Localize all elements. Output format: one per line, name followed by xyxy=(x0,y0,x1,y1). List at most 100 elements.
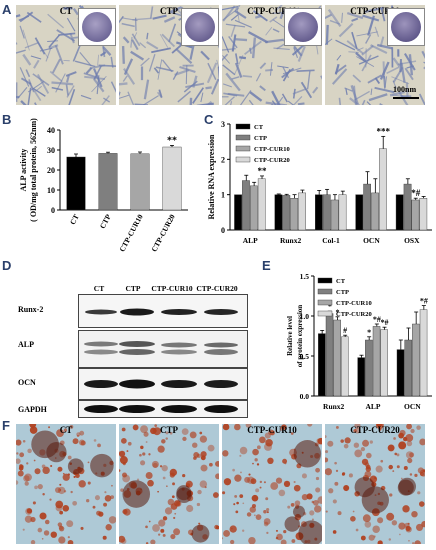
mineral-nodule xyxy=(37,484,43,490)
stain-fiber xyxy=(251,37,257,59)
stain-fiber xyxy=(287,100,295,105)
legend-swatch-ct xyxy=(317,277,333,284)
stain-fiber xyxy=(297,45,306,62)
stain-fiber xyxy=(205,86,212,90)
mineral-nodule xyxy=(354,424,361,429)
mineral-nodule xyxy=(119,450,126,458)
mineral-nodule xyxy=(317,437,322,445)
mineral-nodule xyxy=(119,469,121,472)
stain-fiber xyxy=(269,62,273,76)
mineral-nodule xyxy=(256,463,260,466)
stain-fiber xyxy=(392,57,401,68)
y-tick-label-10: 10 xyxy=(47,186,55,195)
mineral-nodule xyxy=(249,506,256,513)
mineral-nodule xyxy=(239,494,244,499)
ars-stain-micrograph-ctp-cur20: CTP-CUR20 xyxy=(325,424,425,544)
stain-fiber xyxy=(248,99,254,105)
mineral-nodule xyxy=(325,457,329,463)
stain-fiber xyxy=(207,62,217,81)
stain-fiber xyxy=(222,64,236,76)
mineral-nodule xyxy=(67,455,72,460)
mineral-nodule xyxy=(380,459,384,463)
mineral-nodule xyxy=(353,442,360,448)
mineral-nodule xyxy=(212,492,219,498)
mineral-nodule xyxy=(252,448,259,456)
mineral-nodule xyxy=(192,442,198,448)
stain-fiber xyxy=(51,58,61,74)
bar-alp-ct xyxy=(357,357,365,397)
mineral-nodule xyxy=(230,539,235,544)
bar-runx2-ctp-cur10 xyxy=(290,197,299,231)
blot-bands xyxy=(84,341,238,355)
mineral-nodule xyxy=(362,514,371,523)
panel-letter-d: D xyxy=(2,258,12,273)
stain-fiber xyxy=(33,59,40,69)
stain-fiber xyxy=(122,36,130,44)
mineral-nodule xyxy=(31,427,34,430)
blot-column-ctp: CTP xyxy=(125,284,141,293)
mineral-nodule xyxy=(39,512,47,520)
micrograph-title-ctp-cur10: CTP-CUR10 xyxy=(247,425,297,435)
stain-fiber xyxy=(329,19,341,25)
bar-col-1-ctp-cur10 xyxy=(330,199,339,231)
stain-fiber xyxy=(335,39,356,51)
mineral-nodule xyxy=(58,525,64,530)
stain-fiber xyxy=(101,95,110,105)
mineral-nodule xyxy=(57,486,66,495)
mineral-nodule xyxy=(301,494,309,501)
mineral-nodule xyxy=(75,473,80,479)
stain-fiber xyxy=(418,93,425,105)
mineral-nodule xyxy=(58,525,65,532)
mineral-nodule xyxy=(222,424,230,431)
stain-fiber xyxy=(37,74,50,94)
stain-fiber xyxy=(66,17,76,32)
mineral-nodule xyxy=(215,460,219,467)
mineral-nodule xyxy=(311,518,314,521)
mineral-nodule xyxy=(173,528,181,536)
panel-letter-b: B xyxy=(2,112,12,127)
legend-swatch-ctp-cur20 xyxy=(317,310,333,317)
mineral-nodule xyxy=(108,516,116,524)
blot-bands xyxy=(84,379,238,389)
mineral-nodule xyxy=(161,439,166,444)
stain-fiber xyxy=(222,53,229,62)
stain-fiber xyxy=(69,32,75,44)
y-axis-label-line2: of protein expression xyxy=(296,305,304,367)
stain-fiber xyxy=(32,87,46,97)
y-tick-label-2: 2 xyxy=(221,155,225,164)
stain-fiber xyxy=(351,31,358,49)
mineral-nodule xyxy=(166,485,168,487)
mineral-nodule xyxy=(248,536,256,544)
stain-fiber xyxy=(196,102,214,105)
blot-bands xyxy=(85,308,238,316)
mineral-nodule xyxy=(377,517,384,524)
mineral-nodule xyxy=(354,449,363,458)
mineral-nodule xyxy=(30,540,36,544)
mineral-nodule xyxy=(44,519,50,525)
stain-fiber xyxy=(325,13,332,20)
mineral-nodule xyxy=(103,502,108,507)
y-tick-label-40: 40 xyxy=(47,126,55,135)
stain-fiber xyxy=(384,76,388,89)
mineral-nodule xyxy=(222,491,226,495)
mineral-nodule xyxy=(162,533,166,537)
mineral-nodule xyxy=(411,510,418,518)
stain-fiber xyxy=(121,45,125,64)
mineral-nodule xyxy=(263,509,267,514)
mineral-nodule xyxy=(360,446,366,452)
stain-fiber xyxy=(200,92,204,103)
stain-fiber xyxy=(361,54,372,72)
mineral-nodule xyxy=(236,501,239,505)
stain-fiber xyxy=(26,11,42,23)
mineral-nodule xyxy=(17,470,24,477)
mineral-nodule xyxy=(332,499,337,504)
mineral-nodule xyxy=(119,535,126,543)
mineral-nodule xyxy=(242,529,245,532)
mineral-nodule xyxy=(315,467,320,473)
mineral-cluster xyxy=(292,505,306,518)
y-tick-label-1: 1 xyxy=(221,191,225,200)
chart-e-protein-expression: 0.0 0.5 1.0 1.5 Relative level of protein exp… xyxy=(286,272,432,411)
blot-strip-ocn xyxy=(78,368,248,400)
mineral-nodule xyxy=(104,494,112,502)
bar-ocn-ctp-cur10 xyxy=(371,192,379,231)
